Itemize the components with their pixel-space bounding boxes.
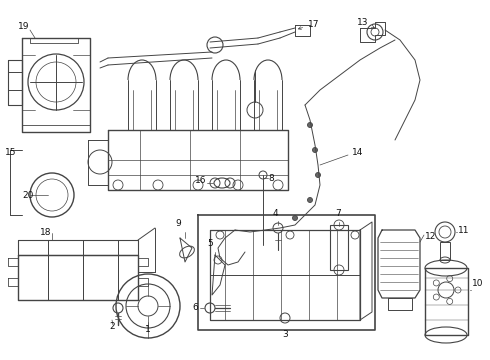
Text: 13: 13 — [357, 18, 374, 28]
Circle shape — [313, 148, 318, 153]
Bar — [440, 242, 450, 260]
Text: 18: 18 — [40, 228, 51, 237]
Bar — [330, 225, 348, 270]
Text: 15: 15 — [5, 148, 17, 157]
Text: 14: 14 — [352, 148, 364, 157]
Text: 12: 12 — [425, 232, 437, 241]
Circle shape — [316, 172, 320, 177]
Text: 10: 10 — [472, 279, 484, 288]
Text: 2: 2 — [109, 322, 115, 331]
Text: 1: 1 — [145, 325, 151, 334]
Text: 19: 19 — [18, 22, 29, 31]
Circle shape — [293, 216, 297, 220]
Text: 3: 3 — [282, 330, 288, 339]
Circle shape — [308, 122, 313, 127]
Circle shape — [308, 198, 313, 202]
Text: 7: 7 — [335, 209, 341, 218]
Text: 17: 17 — [298, 19, 319, 30]
Text: 8: 8 — [268, 174, 274, 183]
Text: 4: 4 — [272, 209, 278, 218]
Text: 5: 5 — [207, 239, 213, 248]
Text: 16: 16 — [195, 176, 206, 185]
Text: 9: 9 — [175, 219, 181, 228]
Text: 20: 20 — [22, 190, 33, 199]
Text: 6: 6 — [192, 303, 198, 312]
Text: 11: 11 — [458, 225, 469, 234]
